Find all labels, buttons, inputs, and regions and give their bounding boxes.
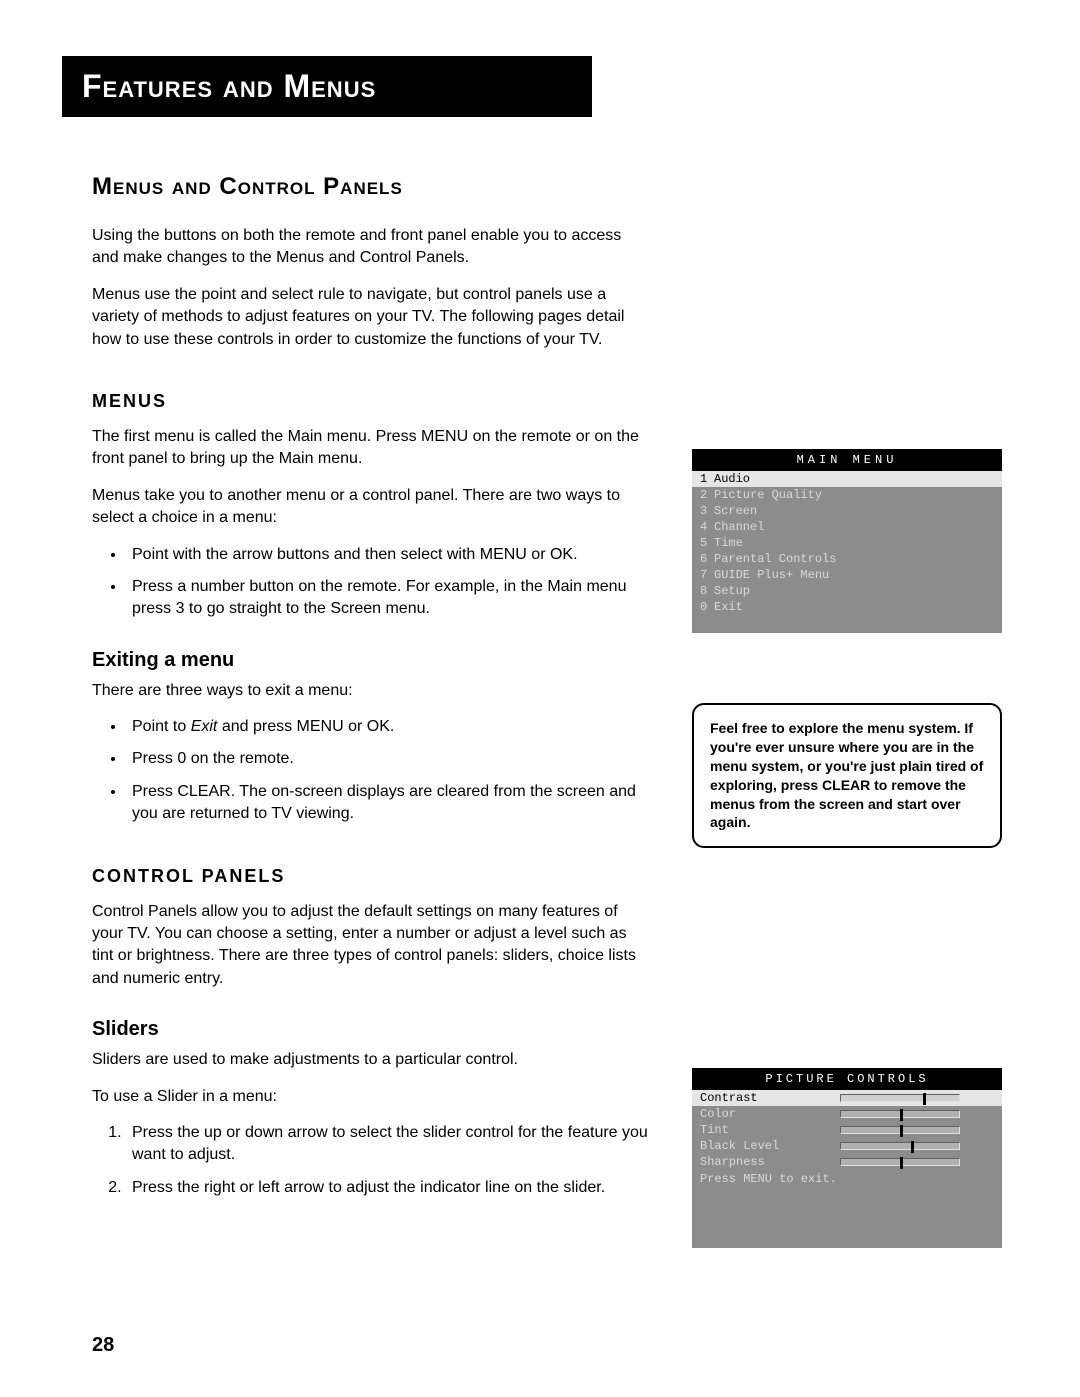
exiting-intro: There are three ways to exit a menu: xyxy=(92,680,652,702)
intro-paragraph-2: Menus use the point and select rule to n… xyxy=(92,284,652,351)
sliders-steps-list: Press the up or down arrow to select the… xyxy=(92,1122,652,1199)
slider-track xyxy=(840,1158,960,1166)
slider-thumb xyxy=(900,1125,903,1137)
slider-thumb xyxy=(911,1141,914,1153)
tip-callout-box: Feel free to explore the menu system. If… xyxy=(692,703,1002,848)
page-number: 28 xyxy=(92,1334,114,1357)
intro-paragraph-1: Using the buttons on both the remote and… xyxy=(92,225,652,270)
osd-main-menu-items: 1Audio2Picture Quality3Screen4Channel5Ti… xyxy=(692,471,1002,615)
osd-slider-row: Sharpness xyxy=(692,1154,1002,1170)
list-item: Point with the arrow buttons and then se… xyxy=(126,544,652,566)
osd-menu-row: 7GUIDE Plus+ Menu xyxy=(692,567,1002,583)
slider-thumb xyxy=(923,1093,926,1105)
osd-picture-controls: PICTURE CONTROLS ContrastColorTintBlack … xyxy=(692,1068,1002,1248)
osd-picture-controls-title: PICTURE CONTROLS xyxy=(692,1068,1002,1090)
osd-main-menu: MAIN MENU 1Audio2Picture Quality3Screen4… xyxy=(692,449,1002,633)
exiting-heading: Exiting a menu xyxy=(92,649,652,672)
control-panels-paragraph: Control Panels allow you to adjust the d… xyxy=(92,901,652,991)
slider-track xyxy=(840,1094,960,1102)
slider-track xyxy=(840,1110,960,1118)
osd-menu-row: 3Screen xyxy=(692,503,1002,519)
osd-menu-row: 1Audio xyxy=(692,471,1002,487)
osd-menu-row: 4Channel xyxy=(692,519,1002,535)
osd-slider-row: Contrast xyxy=(692,1090,1002,1106)
list-item: Press the right or left arrow to adjust … xyxy=(126,1177,652,1199)
osd-picture-footer: Press MENU to exit. xyxy=(692,1170,1002,1188)
osd-slider-row: Color xyxy=(692,1106,1002,1122)
list-item: Press CLEAR. The on-screen displays are … xyxy=(126,781,652,826)
osd-menu-row: 5Time xyxy=(692,535,1002,551)
chapter-banner-text: Features and Menus xyxy=(82,68,376,104)
slider-track xyxy=(840,1142,960,1150)
slider-thumb xyxy=(900,1157,903,1169)
slider-track xyxy=(840,1126,960,1134)
list-item: Press 0 on the remote. xyxy=(126,748,652,770)
menus-paragraph-2: Menus take you to another menu or a cont… xyxy=(92,485,652,530)
sliders-paragraph-1: Sliders are used to make adjustments to … xyxy=(92,1049,652,1071)
sliders-paragraph-2: To use a Slider in a menu: xyxy=(92,1086,652,1108)
section-title: Menus and Control Panels xyxy=(92,173,1000,201)
osd-menu-row: 0Exit xyxy=(692,599,1002,615)
menus-heading: Menus xyxy=(92,391,652,412)
osd-menu-row: 6Parental Controls xyxy=(692,551,1002,567)
control-panels-heading: Control Panels xyxy=(92,866,652,887)
sidebar-column: MAIN MENU 1Audio2Picture Quality3Screen4… xyxy=(692,225,1002,1248)
chapter-banner: Features and Menus xyxy=(62,56,592,117)
sliders-heading: Sliders xyxy=(92,1018,652,1041)
osd-picture-rows: ContrastColorTintBlack LevelSharpness xyxy=(692,1090,1002,1170)
exiting-bullet-list: Point to Exit and press MENU or OK. Pres… xyxy=(92,716,652,826)
osd-slider-row: Tint xyxy=(692,1122,1002,1138)
menus-bullet-list: Point with the arrow buttons and then se… xyxy=(92,544,652,621)
osd-menu-row: 2Picture Quality xyxy=(692,487,1002,503)
osd-main-menu-title: MAIN MENU xyxy=(692,449,1002,471)
osd-slider-row: Black Level xyxy=(692,1138,1002,1154)
main-text-column: Using the buttons on both the remote and… xyxy=(92,225,652,1248)
list-item: Press a number button on the remote. For… xyxy=(126,576,652,621)
menus-paragraph-1: The first menu is called the Main menu. … xyxy=(92,426,652,471)
list-item: Press the up or down arrow to select the… xyxy=(126,1122,652,1167)
slider-thumb xyxy=(900,1109,903,1121)
osd-menu-row: 8Setup xyxy=(692,583,1002,599)
list-item: Point to Exit and press MENU or OK. xyxy=(126,716,652,738)
